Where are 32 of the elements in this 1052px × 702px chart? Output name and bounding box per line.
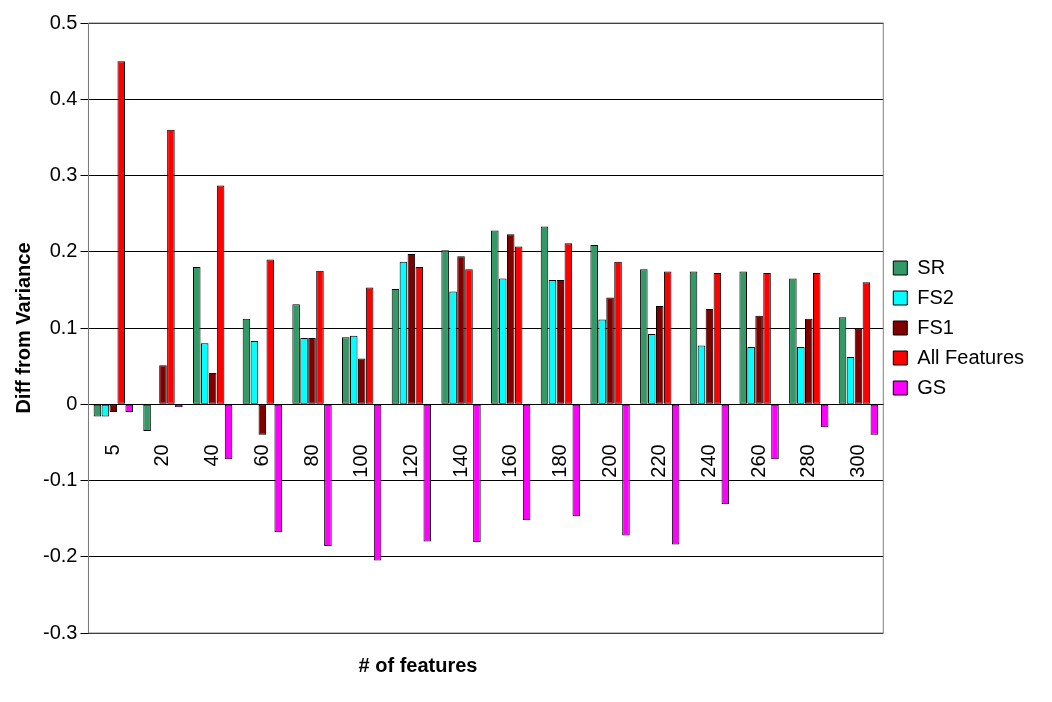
- x-tick-label: 100: [349, 444, 372, 478]
- y-tick-label: 0: [66, 391, 78, 414]
- x-tick-label: 80: [299, 444, 322, 467]
- y-tick-label: 0.5: [49, 10, 78, 33]
- x-tick-label: 40: [200, 444, 223, 467]
- y-tick-label: -0.3: [42, 620, 78, 643]
- x-tick-label: 160: [498, 444, 521, 478]
- y-tick-label: 0.2: [49, 239, 78, 262]
- x-tick-label: 300: [845, 444, 868, 478]
- legend-label: SR: [917, 255, 946, 278]
- legend-label: FS1: [917, 315, 954, 338]
- x-tick-label: 260: [746, 444, 769, 478]
- y-tick-label: 0.3: [49, 163, 78, 186]
- x-tick-label: 20: [150, 444, 173, 467]
- x-axis-title: # of features: [357, 654, 479, 677]
- y-tick-label: -0.1: [42, 468, 78, 491]
- x-tick-label: 280: [796, 444, 819, 478]
- y-tick-label: -0.2: [42, 544, 78, 567]
- x-tick-label: 120: [398, 444, 421, 478]
- y-axis-title: Diff from Variance: [11, 242, 34, 414]
- x-tick-label: 5: [100, 444, 123, 456]
- y-tick-label: 0.1: [49, 315, 78, 338]
- x-tick-label: 180: [547, 444, 570, 478]
- x-tick-label: 220: [647, 444, 670, 478]
- legend-label: GS: [917, 375, 947, 398]
- x-tick-label: 200: [597, 444, 620, 478]
- x-tick-label: 240: [696, 444, 719, 478]
- legend-label: FS2: [917, 285, 954, 308]
- y-tick-label: 0.4: [49, 86, 78, 109]
- x-tick-label: 60: [249, 444, 272, 467]
- legend-label: All Features: [917, 345, 1025, 368]
- x-tick-label: 140: [448, 444, 471, 478]
